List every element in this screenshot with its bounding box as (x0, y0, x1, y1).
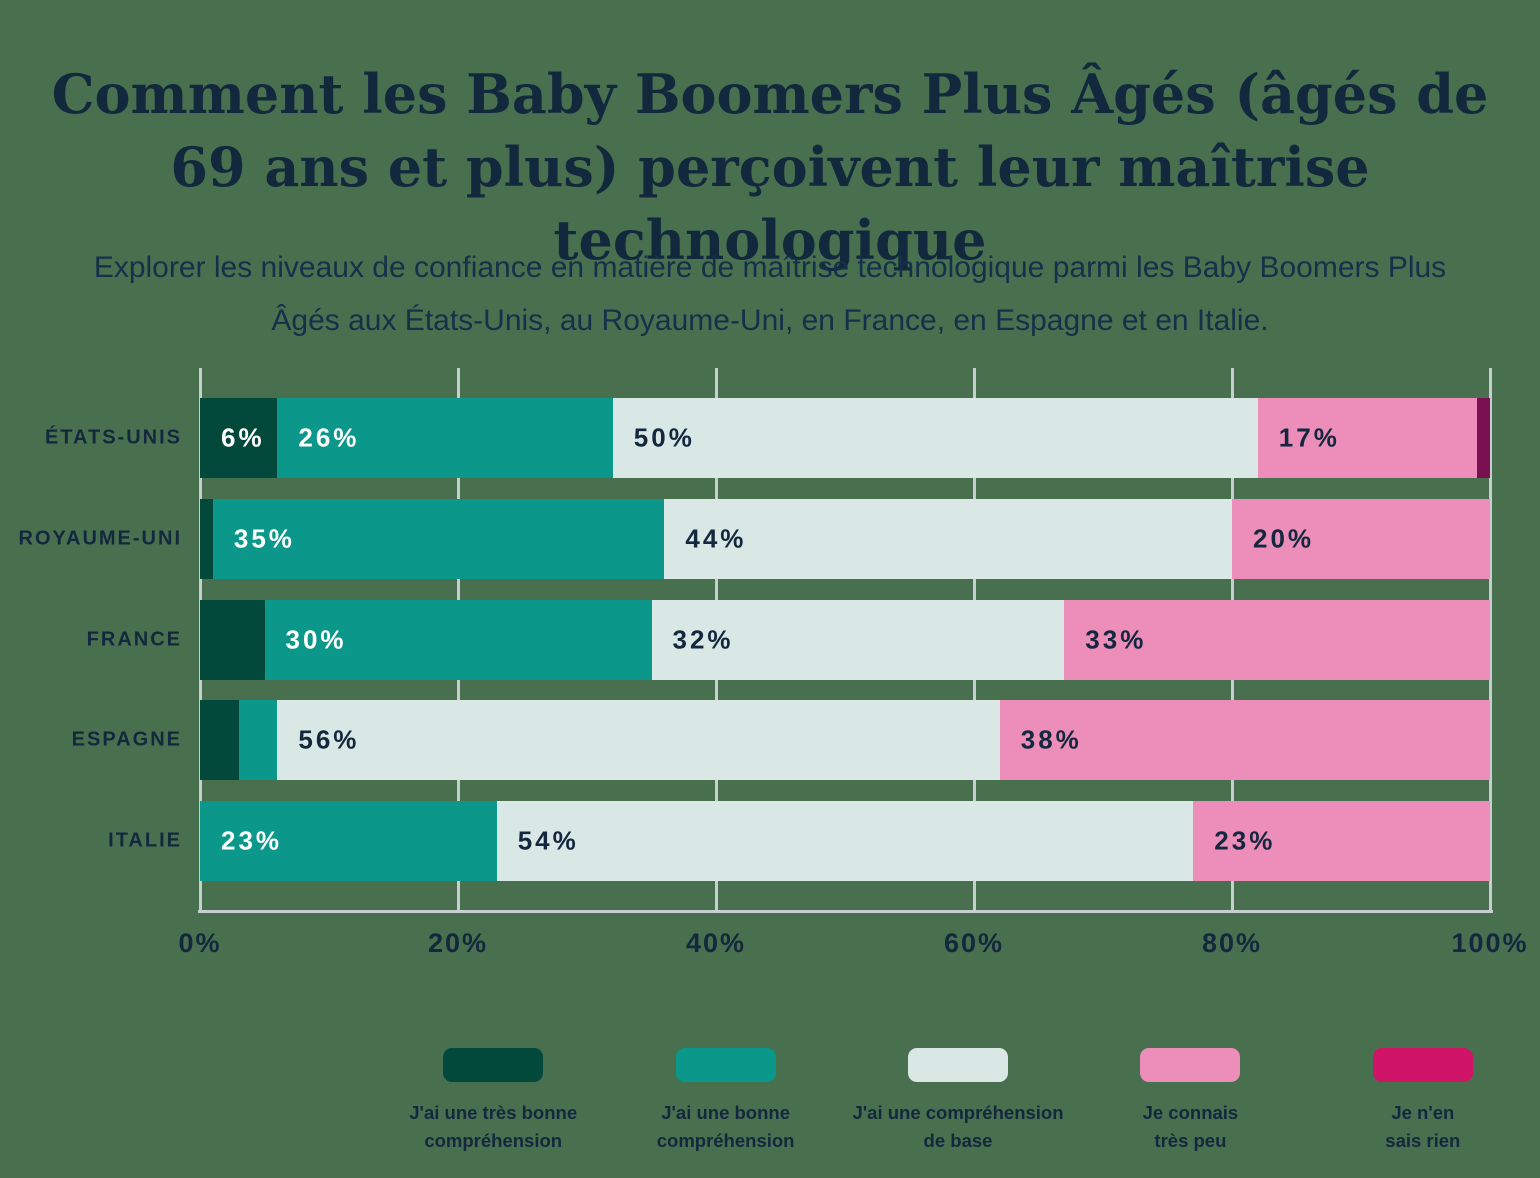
axis-tick-label: 60% (943, 928, 1005, 958)
legend-item: J'ai une compréhension de base (842, 1048, 1074, 1155)
bar-segment (1477, 398, 1490, 478)
page-title: Comment les Baby Boomers Plus Âgés (âgés… (51, 62, 1489, 272)
bar-segment (200, 498, 213, 579)
bar-segment: 23% (200, 801, 497, 881)
legend-swatch (1372, 1048, 1473, 1082)
bar-segment: 20% (1231, 498, 1490, 579)
category-label: ESPAGNE (71, 728, 182, 751)
legend-item: Je connais très peu (1074, 1048, 1306, 1155)
bar-segment: 32% (651, 599, 1065, 680)
axis-tick-label: 80% (1201, 928, 1263, 958)
bar-value-label: 50% (633, 422, 695, 453)
bar-value-label: 56% (298, 724, 360, 755)
bar-value-label: 23% (1214, 825, 1276, 856)
bar-segment: 17% (1257, 398, 1478, 478)
legend-item: J'ai une bonne compréhension (609, 1048, 841, 1155)
bar-row: 6% 26% 50% 17% (200, 398, 1490, 478)
category-label: ITALIE (108, 829, 182, 852)
legend-label: J'ai une très bonne compréhension (409, 1102, 578, 1151)
bar-segment: 54% (496, 801, 1194, 881)
bar-value-label: 26% (298, 422, 360, 453)
bar-segment: 44% (664, 498, 1232, 579)
subtitle: Explorer les niveaux de confiance en mat… (93, 251, 1447, 337)
axis-tick-label: 100% (1451, 928, 1529, 958)
bar-row: 35% 44% 20% (200, 498, 1490, 579)
axis-tick-label: 40% (685, 928, 747, 958)
bar-segment: 26% (277, 398, 613, 478)
bar-value-label: 35% (233, 523, 295, 554)
legend-label: Je connais très peu (1142, 1102, 1239, 1151)
legend: J'ai une très bonne compréhension J'ai un… (377, 1048, 1539, 1155)
bar-segment (238, 700, 278, 781)
legend-swatch (908, 1048, 1009, 1082)
legend-swatch (675, 1048, 776, 1082)
legend-label: Je n'en sais rien (1385, 1102, 1461, 1151)
bar-value-label: 44% (685, 523, 747, 554)
bar-segment: 33% (1064, 599, 1490, 680)
bar-segment (200, 700, 239, 781)
category-label: ROYAUME-UNI (18, 527, 182, 550)
bar-value-label: 6% (221, 422, 265, 453)
plot-area: 6% 26% 50% 17% 35% 44% 20% 30% 32% 33% 56% 38% 23% 54… (198, 368, 1493, 913)
bar-row: 56% 38% (200, 700, 1490, 781)
legend-swatch (1140, 1048, 1241, 1082)
bar-value-label: 23% (221, 825, 283, 856)
category-label: FRANCE (86, 628, 182, 650)
category-label: ÉTATS-UNIS (44, 426, 182, 449)
axis-tick-label: 0% (178, 928, 222, 958)
bar-row: 23% 54% 23% (200, 801, 1490, 881)
bar-segment: 50% (612, 398, 1258, 478)
bar-value-label: 17% (1278, 422, 1340, 453)
legend-item: J'ai une très bonne compréhension (377, 1048, 609, 1155)
bar-value-label: 38% (1020, 724, 1082, 755)
bar-row: 30% 32% 33% (200, 599, 1490, 680)
legend-label: J'ai une bonne compréhension (656, 1102, 795, 1151)
bar-segment: 38% (999, 700, 1490, 781)
bar-segment: 30% (264, 599, 652, 680)
bar-segment: 23% (1193, 801, 1490, 881)
legend-item: Je n'en sais rien (1307, 1048, 1539, 1155)
axis-baseline (198, 910, 1493, 913)
bar-value-label: 54% (517, 825, 579, 856)
legend-label: J'ai une compréhension de base (852, 1102, 1064, 1151)
bar-value-label: 30% (285, 624, 347, 654)
bar-value-label: 32% (672, 624, 734, 654)
gridline (1488, 368, 1492, 910)
bar-value-label: 33% (1085, 624, 1147, 654)
bar-segment: 56% (277, 700, 1000, 781)
bar-value-label: 20% (1252, 523, 1315, 554)
axis-tick-label: 20% (427, 928, 489, 958)
legend-swatch (443, 1048, 544, 1082)
bar-segment: 35% (212, 498, 665, 579)
bar-segment: 6% (200, 398, 278, 478)
bar-segment (200, 599, 265, 680)
